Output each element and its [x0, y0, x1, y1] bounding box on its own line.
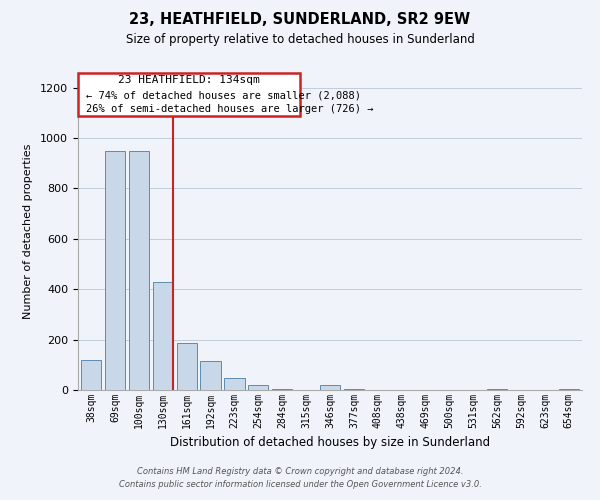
Bar [105, 150, 125, 390]
Bar [559, 388, 579, 390]
Text: Size of property relative to detached houses in Sunderland: Size of property relative to detached ho… [125, 32, 475, 46]
Bar [81, 360, 101, 390]
Text: Contains public sector information licensed under the Open Government Licence v3: Contains public sector information licen… [119, 480, 481, 489]
Text: 26% of semi-detached houses are larger (726) →: 26% of semi-detached houses are larger (… [86, 104, 373, 115]
Bar [129, 150, 149, 390]
FancyBboxPatch shape [78, 72, 300, 117]
Text: Contains HM Land Registry data © Crown copyright and database right 2024.: Contains HM Land Registry data © Crown c… [137, 467, 463, 476]
X-axis label: Distribution of detached houses by size in Sunderland: Distribution of detached houses by size … [170, 436, 490, 450]
Bar [320, 386, 340, 390]
Text: ← 74% of detached houses are smaller (2,088): ← 74% of detached houses are smaller (2,… [86, 90, 361, 101]
Y-axis label: Number of detached properties: Number of detached properties [23, 144, 33, 319]
Text: 23 HEATHFIELD: 134sqm: 23 HEATHFIELD: 134sqm [118, 76, 260, 86]
Text: 23, HEATHFIELD, SUNDERLAND, SR2 9EW: 23, HEATHFIELD, SUNDERLAND, SR2 9EW [130, 12, 470, 28]
Bar [344, 388, 364, 390]
Bar [272, 388, 292, 390]
Bar [176, 344, 197, 390]
Bar [200, 361, 221, 390]
Bar [487, 388, 508, 390]
Bar [224, 378, 245, 390]
Bar [152, 282, 173, 390]
Bar [248, 386, 268, 390]
